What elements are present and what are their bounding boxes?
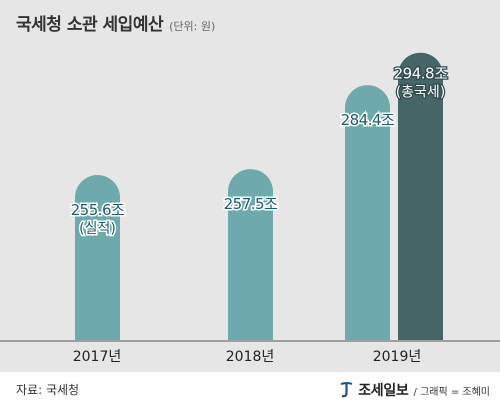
brand-credit: / 그래픽 = 조혜미 <box>413 386 490 398</box>
bar-1 <box>75 175 120 340</box>
brand: 조세일보 / 그래픽 = 조혜미 <box>338 380 490 400</box>
bar-chart: 255.6조 (실적) 257.5조 284.4조 294.8조 (총국세) 2017년 20… <box>0 52 500 365</box>
chart-title: 국세청 소관 세입예산 <box>16 15 164 35</box>
bar-3 <box>345 85 390 340</box>
bar-value-label-4: 294.8조 <box>394 65 448 83</box>
chart-unit: (단위: 원) <box>169 20 216 33</box>
bar-2 <box>228 169 273 340</box>
x-tick-label-2: 2018년 <box>226 349 275 365</box>
brand-name: 조세일보 <box>358 383 409 399</box>
bar-value-label-3: 284.4조 <box>341 111 395 129</box>
bar-value-label-2: 257.5조 <box>224 195 278 213</box>
bar-4 <box>398 52 443 340</box>
chart-header: 국세청 소관 세입예산 (단위: 원) <box>16 10 215 42</box>
bar-sublabel-1: (실적) <box>79 221 116 237</box>
x-tick-label-3: 2019년 <box>373 349 422 365</box>
footer: 자료: 국세청 조세일보 / 그래픽 = 조혜미 <box>0 372 500 406</box>
x-tick-label-1: 2017년 <box>73 349 122 365</box>
bar-sublabel-4: (총국세) <box>396 85 446 101</box>
source-text: 자료: 국세청 <box>16 383 80 397</box>
brand-logo-icon <box>340 382 353 398</box>
bar-value-label-1: 255.6조 <box>71 201 125 219</box>
